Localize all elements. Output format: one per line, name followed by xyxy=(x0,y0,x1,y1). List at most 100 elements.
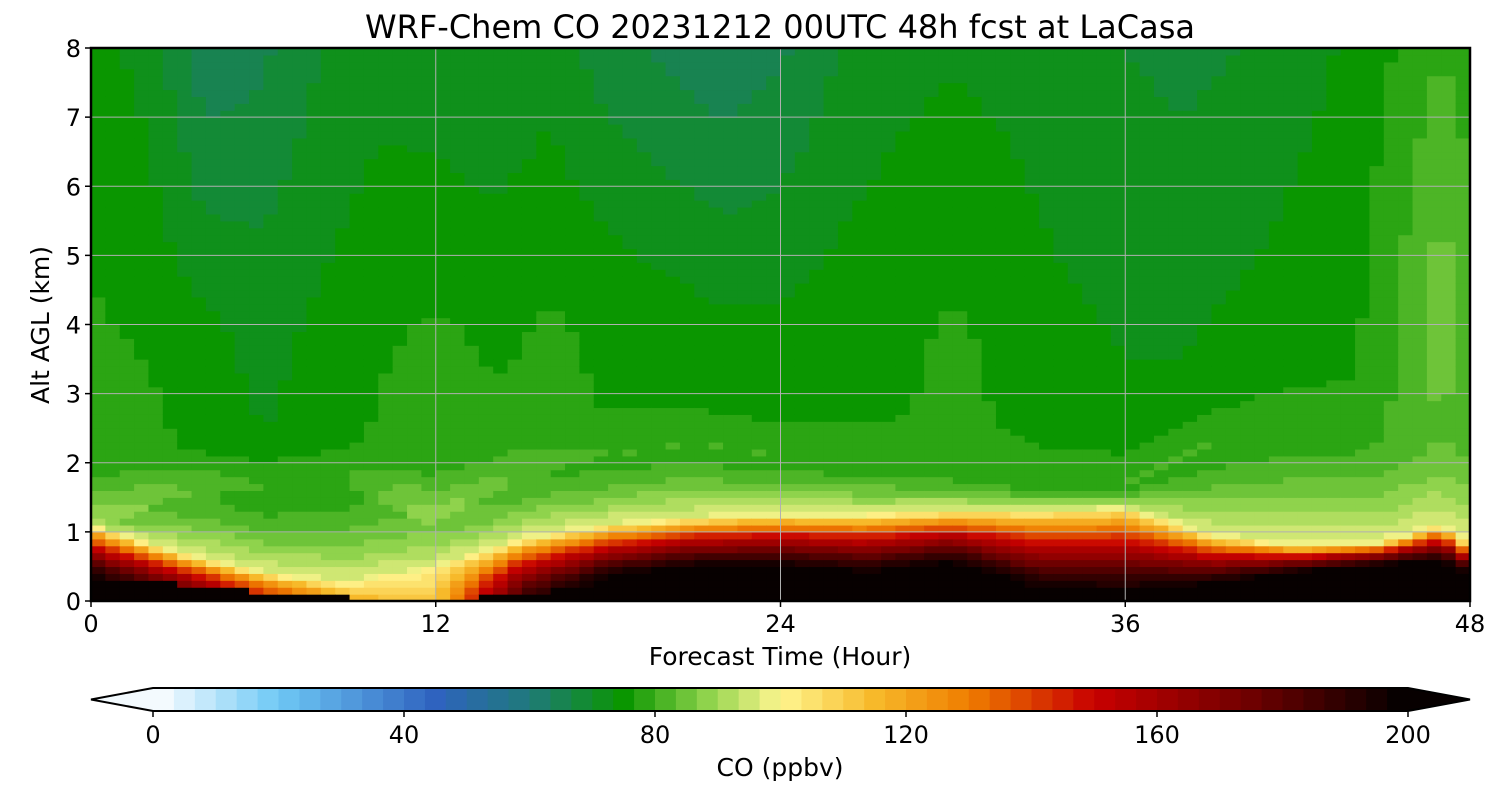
field-cell xyxy=(134,241,150,250)
field-cell xyxy=(335,186,351,194)
field-cell xyxy=(392,559,408,568)
field-cell xyxy=(809,511,825,519)
field-cell xyxy=(320,241,336,250)
field-cell xyxy=(809,455,825,464)
field-cell xyxy=(464,130,480,139)
field-cell xyxy=(177,255,193,263)
field-cell xyxy=(579,559,595,568)
field-cell xyxy=(622,594,638,601)
field-cell xyxy=(593,68,609,77)
field-cell xyxy=(780,96,796,104)
field-cell xyxy=(924,483,940,491)
field-cell xyxy=(550,283,566,291)
field-cell xyxy=(881,144,897,153)
field-cell xyxy=(148,144,164,153)
field-cell xyxy=(967,490,983,498)
field-cell xyxy=(665,283,681,291)
field-cell xyxy=(205,130,221,139)
field-cell xyxy=(234,587,250,595)
field-cell xyxy=(205,352,221,360)
field-cell xyxy=(665,428,681,436)
field-cell xyxy=(852,200,868,208)
field-cell xyxy=(593,531,609,540)
field-cell xyxy=(134,61,150,70)
field-cell xyxy=(679,490,695,498)
field-cell xyxy=(694,262,710,270)
field-cell xyxy=(751,552,767,561)
field-cell xyxy=(335,283,351,291)
field-cell xyxy=(837,158,853,167)
field-cell xyxy=(91,469,106,478)
field-cell xyxy=(751,303,767,312)
field-cell xyxy=(636,54,652,63)
field-cell xyxy=(306,587,322,595)
field-cell xyxy=(737,559,753,568)
field-cell xyxy=(493,587,509,595)
field-cell xyxy=(952,324,968,333)
field-cell xyxy=(665,213,681,222)
field-cell xyxy=(191,117,207,125)
field-cell xyxy=(881,566,897,574)
field-cell xyxy=(651,172,667,180)
field-cell xyxy=(177,462,193,471)
field-cell xyxy=(464,462,480,471)
field-cell xyxy=(220,490,236,498)
field-cell xyxy=(837,186,853,194)
field-cell xyxy=(837,407,853,415)
field-cell xyxy=(392,386,408,395)
field-cell xyxy=(234,193,250,201)
field-cell xyxy=(636,103,652,111)
field-cell xyxy=(665,303,681,312)
field-cell xyxy=(766,359,782,367)
field-cell xyxy=(766,545,782,554)
field-cell xyxy=(780,490,796,498)
field-cell xyxy=(263,48,279,56)
field-cell xyxy=(636,200,652,208)
field-cell xyxy=(234,407,250,415)
field-cell xyxy=(277,296,293,305)
field-cell xyxy=(263,289,279,298)
field-cell xyxy=(220,227,236,236)
field-cell xyxy=(579,490,595,498)
field-cell xyxy=(148,310,164,319)
field-cell xyxy=(134,117,150,125)
field-cell xyxy=(177,103,193,111)
field-cell xyxy=(866,179,882,187)
field-cell xyxy=(694,552,710,561)
field-cell xyxy=(407,345,422,353)
field-cell xyxy=(636,407,652,415)
field-cell xyxy=(766,448,782,457)
field-cell xyxy=(608,130,624,139)
field-cell xyxy=(967,89,983,97)
field-cell xyxy=(335,151,351,160)
field-cell xyxy=(708,96,724,104)
field-cell xyxy=(392,206,408,215)
field-cell xyxy=(450,227,466,236)
field-cell xyxy=(565,455,580,464)
field-cell xyxy=(651,504,667,512)
field-cell xyxy=(823,220,839,229)
field-cell xyxy=(249,54,264,63)
field-cell xyxy=(823,483,839,491)
field-cell xyxy=(608,518,624,526)
field-cell xyxy=(766,75,782,84)
field-cell xyxy=(852,524,868,533)
field-cell xyxy=(737,552,753,561)
field-cell xyxy=(249,365,264,374)
field-cell xyxy=(507,580,523,588)
field-cell xyxy=(378,213,394,222)
field-cell xyxy=(694,538,710,547)
field-cell xyxy=(148,68,164,77)
field-cell xyxy=(263,75,279,84)
field-cell xyxy=(478,338,494,346)
field-cell xyxy=(794,483,810,491)
field-cell xyxy=(924,193,940,201)
field-cell xyxy=(694,573,710,581)
field-cell xyxy=(191,200,207,208)
field-cell xyxy=(306,124,322,132)
field-cell xyxy=(708,289,724,298)
field-cell xyxy=(263,531,279,540)
field-cell xyxy=(349,206,365,215)
field-cell xyxy=(450,428,466,436)
field-cell xyxy=(478,580,494,588)
